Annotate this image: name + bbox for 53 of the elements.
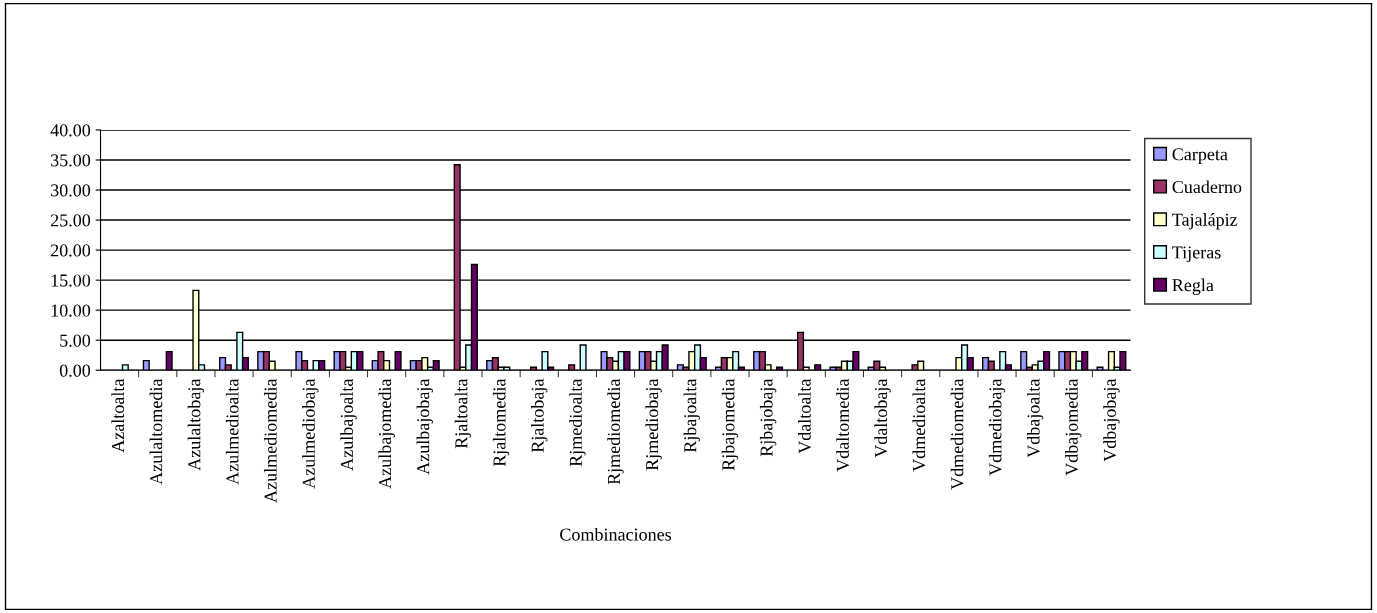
bar [1020,350,1028,371]
x-tick-label: Azulmediomedia [264,378,277,503]
x-tick-label: Rjbajobaja [759,378,777,457]
x-tick-label: Azulaltobaja [187,378,205,471]
y-tick-label: 25.00 [50,214,91,227]
x-tick-label: Azulbajobaja [416,378,433,475]
legend-label: Cuaderno [1172,180,1242,194]
x-tick-label: Azulaltomedia [149,378,163,485]
x-tick-label: Vdbajobaja [1103,378,1120,462]
y-tick-label: 15.00 [51,274,91,287]
legend-label: Tijeras [1172,246,1221,263]
y-tick-label: 5.00 [60,334,91,347]
x-tick-label: Rjbajoalta [683,378,700,453]
legend-label: Carpeta [1172,148,1228,165]
x-tick-label: Vdmediobaja [988,378,1006,476]
y-tick-label: 20.00 [50,244,91,257]
x-tick-label: Vdaltobaja [874,378,891,458]
x-tick-label: Azaltoalta [111,378,125,453]
bar [394,350,402,371]
x-tick-label: Azulbajomedia [378,378,395,489]
x-tick-label: Vdaltoalta [798,378,811,454]
x-tick-label: Rjaltobaja [531,378,548,453]
x-tick-label: Vdmedioalta [912,378,926,472]
bar [579,344,587,371]
bar [121,364,129,371]
x-tick-label: Vdbajomedia [1065,378,1082,476]
bar [1096,366,1104,371]
x-tick-label: Vdbajoalta [1026,378,1044,458]
y-tick-label: 40.00 [50,124,91,137]
x-tick-label: Rjaltoalta [454,378,472,449]
x-tick-label: Azulbajoalta [340,378,357,471]
y-tick-label: 0.00 [59,364,91,377]
bar [142,359,150,371]
bar [568,364,576,371]
bar [814,364,822,371]
bar [1107,350,1115,371]
x-tick-label: Rjmedioalta [569,378,586,467]
legend-label: Regla [1172,278,1214,295]
x-tick-label: Azulmediobaja [302,378,319,489]
x-tick-label: Azulmedioalta [225,378,239,485]
y-tick-label: 30.00 [51,184,91,197]
x-tick-label: Rjbajomedia [721,378,739,471]
x-tick-label: Rjmediobaja [645,378,662,471]
bar [165,350,173,371]
x-tick-label: Vdmediomedia [950,378,964,490]
x-tick-label: Rjmediomedia [607,378,624,485]
x-tick-label: Rjaltomedia [492,378,510,467]
x-tick-label: Vdaltomedia [836,378,850,472]
x-axis-title: Combinaciones [560,527,672,541]
bar [676,364,684,371]
y-tick-label: 10.00 [51,304,91,317]
y-tick-label: 35.00 [51,154,91,167]
legend-label: Tajalápiz [1172,213,1238,230]
